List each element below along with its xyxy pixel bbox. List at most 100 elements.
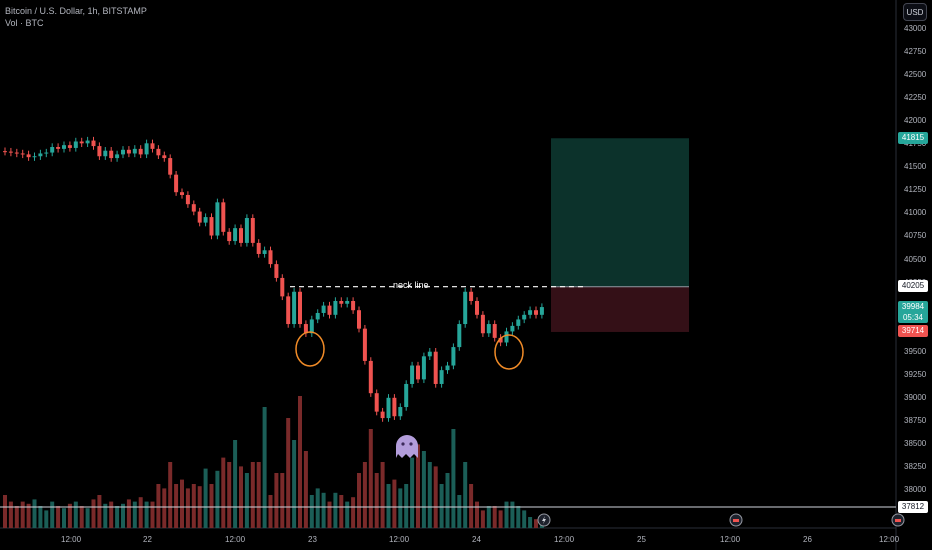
candle-body bbox=[475, 300, 479, 315]
bar-countdown: 05:34 bbox=[902, 313, 924, 322]
candle-body bbox=[138, 148, 143, 155]
volume-bar bbox=[203, 468, 208, 528]
candle-body bbox=[280, 277, 285, 297]
volume-bar bbox=[351, 497, 356, 528]
candle-body bbox=[392, 397, 397, 417]
volume-bar bbox=[315, 488, 320, 528]
volume-bar bbox=[209, 484, 214, 528]
candle-body bbox=[345, 300, 350, 304]
price-tick-label: 39500 bbox=[904, 346, 927, 356]
candle-body bbox=[268, 250, 273, 265]
candle-body bbox=[67, 145, 72, 148]
volume-bar bbox=[56, 506, 61, 528]
volume-bar bbox=[427, 462, 432, 528]
volume-bar bbox=[292, 440, 297, 528]
candle-body bbox=[50, 147, 55, 153]
event-flag-icon[interactable] bbox=[729, 513, 743, 527]
volume-bar bbox=[109, 501, 114, 528]
volume-bar bbox=[233, 440, 238, 528]
candle-body bbox=[73, 141, 78, 148]
candle-body bbox=[339, 300, 344, 304]
candle-body bbox=[233, 228, 238, 242]
candle-body bbox=[203, 217, 208, 223]
candle-body bbox=[91, 140, 96, 147]
volume-bar bbox=[492, 506, 497, 528]
candle-body bbox=[327, 305, 332, 315]
volume-bar bbox=[286, 418, 291, 528]
time-tick-label: 12:00 bbox=[879, 535, 900, 544]
candle-body bbox=[3, 151, 7, 153]
volume-bar bbox=[504, 501, 509, 528]
volume-bar bbox=[239, 466, 243, 528]
candle-body bbox=[416, 365, 420, 380]
volume-bar bbox=[73, 501, 78, 528]
price-tick-label: 40500 bbox=[904, 254, 927, 264]
volume-bar bbox=[374, 473, 379, 528]
candle-body bbox=[180, 192, 184, 195]
lightning-icon[interactable] bbox=[537, 513, 551, 527]
price-tick-label: 43000 bbox=[904, 24, 927, 33]
candle-body bbox=[174, 174, 179, 193]
candle-body bbox=[368, 360, 373, 394]
candle-body bbox=[126, 149, 131, 154]
event-flag-icon[interactable] bbox=[891, 513, 905, 527]
candle-body bbox=[38, 153, 43, 157]
currency-button[interactable]: USD bbox=[903, 3, 927, 21]
candle-body bbox=[132, 148, 137, 154]
volume-bar bbox=[309, 495, 314, 528]
candle-body bbox=[244, 218, 249, 243]
volume-bar bbox=[3, 495, 7, 528]
candle-body bbox=[239, 228, 243, 243]
volume-bar bbox=[451, 429, 456, 528]
volume-bar bbox=[115, 506, 120, 528]
volume-bar bbox=[62, 508, 66, 528]
price-tick-label: 38000 bbox=[904, 485, 927, 494]
price-tick-label: 38750 bbox=[904, 415, 927, 425]
volume-bar bbox=[368, 429, 373, 528]
volume-bar bbox=[303, 451, 308, 528]
candle-body bbox=[309, 319, 314, 334]
candle-body bbox=[439, 370, 444, 384]
volume-bar bbox=[156, 484, 161, 528]
candle-body bbox=[185, 194, 190, 205]
candle-body bbox=[492, 324, 497, 338]
candle-body bbox=[398, 407, 403, 417]
price-tick-label: 42250 bbox=[904, 93, 927, 103]
stop-price-tag: 39714 bbox=[898, 325, 928, 337]
volume-bar bbox=[392, 479, 397, 528]
volume-bar bbox=[386, 484, 391, 528]
volume-bar bbox=[398, 488, 403, 528]
candle-body bbox=[197, 211, 202, 223]
candle-body bbox=[433, 351, 438, 384]
left-shoulder-marker bbox=[295, 331, 325, 367]
volume-bar bbox=[357, 473, 361, 528]
volume-bar bbox=[439, 484, 444, 528]
candle-body bbox=[215, 202, 220, 236]
volume-bar bbox=[126, 499, 131, 528]
volume-bar bbox=[445, 473, 450, 528]
candle-body bbox=[32, 156, 37, 158]
candle-body bbox=[469, 291, 474, 301]
price-tick-label: 39250 bbox=[904, 369, 927, 379]
time-tick-label: 24 bbox=[472, 535, 481, 544]
candle-body bbox=[457, 324, 462, 348]
candle-body bbox=[510, 325, 515, 332]
candle-body bbox=[386, 397, 391, 419]
volume-bar bbox=[327, 501, 332, 528]
volume-bar bbox=[185, 488, 190, 528]
price-tick-label: 38250 bbox=[904, 461, 927, 471]
target-zone bbox=[551, 138, 689, 287]
volume-bar bbox=[421, 451, 426, 528]
candle-body bbox=[421, 356, 426, 380]
volume-bar bbox=[256, 462, 261, 528]
volume-bar bbox=[498, 510, 503, 528]
candle-body bbox=[20, 153, 25, 155]
price-tick-label: 42500 bbox=[904, 70, 927, 80]
candle-body bbox=[162, 155, 167, 159]
ghost-icon[interactable] bbox=[396, 435, 418, 458]
candle-body bbox=[498, 337, 503, 343]
price-tick-label: 40750 bbox=[904, 231, 927, 241]
volume-bar bbox=[274, 473, 279, 528]
